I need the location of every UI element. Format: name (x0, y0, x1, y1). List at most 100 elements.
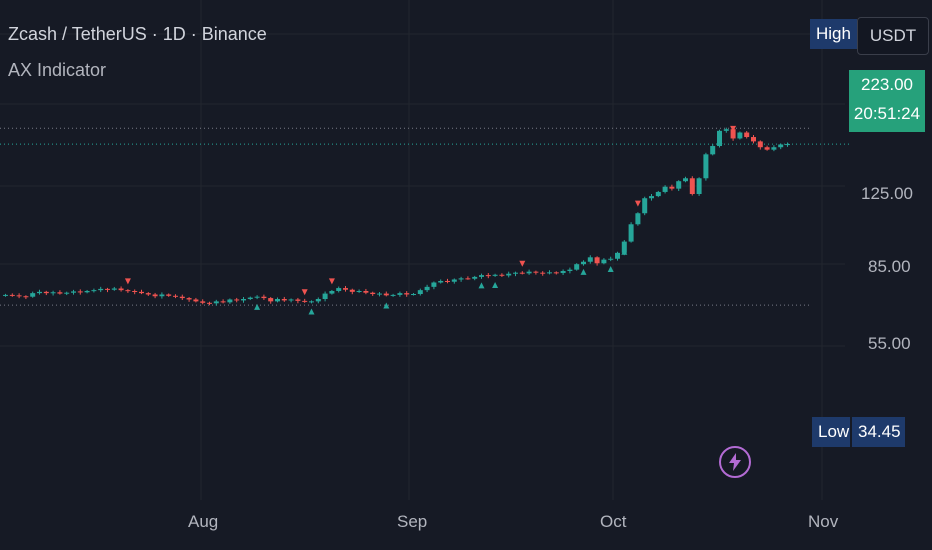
indicator-name[interactable]: AX Indicator (8, 60, 107, 80)
candle-body (615, 252, 620, 259)
candle-body (268, 298, 274, 302)
buy-signal-marker (254, 303, 261, 310)
candle-body (186, 298, 192, 300)
buy-signal-marker (383, 302, 390, 309)
candle-body (356, 290, 362, 292)
candle-body (587, 257, 593, 262)
candle-body (445, 280, 450, 282)
candle-body (696, 178, 702, 194)
high-label: High (810, 19, 857, 49)
candle-body (744, 132, 750, 138)
candle-body (315, 299, 321, 302)
candle-body (288, 299, 294, 301)
candle-body (16, 295, 22, 297)
time-tick-oct: Oct (600, 512, 627, 531)
candle-body (608, 258, 614, 260)
sell-signal-marker (124, 278, 131, 285)
candle-body (200, 301, 206, 303)
candle-body (207, 302, 212, 304)
candle-body (71, 291, 76, 293)
candle-body (574, 264, 580, 270)
candle-body (424, 286, 430, 291)
candle-body (139, 291, 144, 294)
candle-body (179, 296, 185, 299)
candle-body (560, 270, 566, 274)
candle-body (492, 274, 498, 276)
candle-body (23, 296, 29, 298)
candle-body (105, 288, 110, 290)
price-tick-85: 85.00 (868, 257, 911, 276)
candle-body (64, 292, 70, 294)
buy-signal-marker (621, 248, 628, 255)
candle-body (411, 294, 416, 296)
candle-body (329, 290, 335, 294)
candle-body (132, 290, 138, 292)
candle-body (662, 186, 668, 192)
candle-body (152, 294, 158, 297)
lightning-bolt-icon[interactable] (719, 446, 751, 478)
candle-body (220, 301, 226, 303)
candle-body (594, 257, 600, 264)
candle-body (628, 224, 634, 242)
candle-body (553, 272, 559, 274)
candle-body (254, 296, 260, 298)
time-tick-nov: Nov (808, 512, 839, 531)
candle-body (111, 288, 117, 290)
candle-body (302, 300, 308, 302)
buy-signal-marker (308, 308, 315, 315)
candle-body (683, 178, 688, 182)
candle-body (383, 293, 389, 296)
candle-body (669, 186, 675, 189)
sell-signal-marker (328, 278, 335, 285)
candle-body (533, 271, 539, 273)
buy-signal-marker (492, 281, 499, 288)
candle-body (526, 271, 532, 274)
price-tick-125: 125.00 (861, 184, 913, 203)
chart-title: Zcash / TetherUS · 1D · Binance (8, 24, 267, 44)
candle-body (91, 290, 97, 292)
low-label: Low (812, 417, 850, 447)
candle-body (125, 290, 131, 292)
candle-body (723, 129, 729, 131)
buy-signal-marker (580, 268, 587, 275)
candle-body (397, 293, 403, 295)
candle-body (431, 282, 437, 287)
candle-body (710, 146, 716, 155)
candle-body (322, 293, 328, 300)
current-price-tag: 223.00 20:51:24 (849, 70, 925, 132)
bar-countdown: 20:51:24 (853, 104, 921, 123)
candle-body (37, 291, 42, 294)
current-price: 223.00 (861, 75, 913, 94)
candle-body (84, 290, 90, 293)
candle-body (601, 259, 607, 264)
candle-body (479, 275, 484, 277)
time-tick-sep: Sep (397, 512, 428, 531)
candle-body (458, 278, 464, 280)
candle-body (349, 289, 355, 292)
candle-body (751, 137, 756, 142)
candle-body (159, 294, 165, 297)
candle-body (703, 154, 709, 179)
currency-button[interactable]: USDT (857, 17, 929, 55)
candle-body (336, 288, 342, 291)
candle-body (621, 241, 627, 253)
candle-body (567, 269, 573, 271)
candle-body (57, 292, 63, 294)
candle-body (465, 278, 471, 280)
candle-body (519, 272, 525, 274)
candle-body (771, 147, 777, 150)
candle-body (275, 299, 280, 302)
candle-body (438, 280, 444, 283)
candle-body (764, 147, 770, 150)
candle-body (98, 288, 104, 291)
candle-body (370, 292, 376, 295)
candle-body (377, 293, 382, 295)
sell-signal-marker (519, 260, 526, 267)
candle-body (234, 299, 240, 301)
candle-body (145, 293, 151, 295)
candle-body (213, 301, 219, 304)
candle-body (472, 276, 478, 279)
candle-body (485, 275, 491, 277)
candle-body (363, 290, 369, 293)
